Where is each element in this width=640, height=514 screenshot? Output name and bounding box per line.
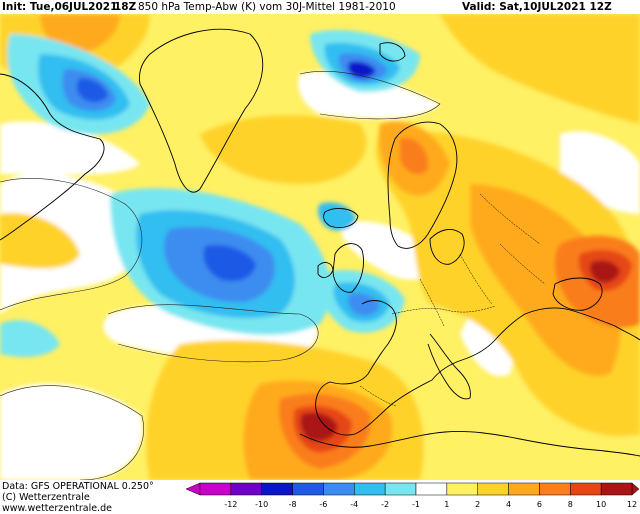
run-time: 18Z [114, 1, 137, 13]
color-legend: -12 -10 -8 -6 -4 -2 -1 1 2 4 6 8 10 12 [185, 482, 640, 509]
neutral-canada-coast [0, 121, 140, 175]
copyright: (C) Wetterzentrale [2, 492, 90, 503]
iceland-coast [323, 208, 359, 228]
anomaly-map [0, 14, 640, 480]
warm-6-8-finland [400, 138, 429, 175]
neutral-southwest [0, 383, 143, 480]
legend-swatch [415, 482, 448, 496]
legend-swatch [600, 482, 633, 496]
data-source: Data: GFS OPERATIONAL 0.250° [2, 481, 154, 492]
isoline-3 [299, 71, 441, 120]
legend-tick-label: 10 [596, 500, 606, 509]
border-3 [459, 253, 493, 305]
legend-swatch [384, 482, 417, 496]
legend-swatch [477, 482, 509, 496]
legend-swatch [292, 482, 324, 496]
cold-1-2-caribbean [0, 320, 60, 357]
map-header: Init: Tue,06JUL2021 18Z 850 hPa Temp-Abw… [0, 0, 640, 14]
cold-6-8-labrador [76, 78, 108, 103]
warm-2-4-east-top [440, 14, 640, 124]
legend-tick-label: -4 [350, 500, 358, 509]
coastlines [0, 28, 640, 457]
legend-tick-label: 1 [444, 500, 449, 509]
legend-swatch [539, 482, 571, 496]
field-title: 850 hPa Temp-Abw (K) vom 30J-Mittel 1981… [138, 1, 396, 13]
legend-tick-label: 6 [537, 500, 542, 509]
legend-tick-label: 12 [627, 500, 637, 509]
isoline-1 [0, 178, 143, 311]
warm-2-4-west-atlantic [0, 213, 80, 269]
cold-8-10-barents [347, 61, 376, 79]
legend-swatch [354, 482, 386, 496]
neutral-greenland-sea [298, 71, 440, 119]
legend-tick-label: -10 [255, 500, 268, 509]
canada-coast [0, 73, 105, 241]
init-time: Init: Tue,06JUL2021 [2, 1, 118, 13]
isoline-2 [107, 304, 319, 363]
baltic-coast [429, 228, 465, 265]
legend-tick-label: 8 [568, 500, 573, 509]
legend-swatch [323, 482, 355, 496]
legend-tick-label: -2 [381, 500, 389, 509]
border-6 [479, 193, 541, 245]
legend-arrow-high [631, 482, 640, 496]
legend-swatch [261, 482, 293, 496]
cold-4-6-biscay [347, 293, 380, 316]
legend-tick-label: -6 [319, 500, 327, 509]
svalbard-coast [379, 42, 406, 62]
border-5 [359, 385, 397, 407]
british-isles-coast [332, 243, 364, 293]
legend-tick-label: -8 [289, 500, 297, 509]
borders [359, 193, 546, 407]
border-2 [419, 278, 445, 327]
italy-coast [427, 333, 471, 400]
neutral-north-sea [340, 221, 440, 280]
warm-10-12-black-sea [589, 260, 620, 283]
legend-tick-label: 2 [475, 500, 480, 509]
warm-2-4-north [200, 115, 367, 184]
europe-coast [315, 300, 640, 436]
black-sea-coast [552, 277, 603, 311]
site-url: www.wetterzentrale.de [2, 503, 112, 514]
neutral-northeast [560, 131, 640, 214]
legend-swatch [230, 482, 262, 496]
valid-time: Valid: Sat,10JUL2021 12Z [462, 1, 612, 13]
border-1 [391, 305, 496, 315]
border-4 [499, 243, 546, 285]
legend-tick-label: -1 [412, 500, 420, 509]
ireland-coast [317, 262, 334, 278]
legend-arrow-low [185, 482, 201, 496]
north-africa-coast [299, 431, 640, 457]
legend-swatch [199, 482, 232, 496]
scandinavia-coast [387, 121, 458, 249]
greenland-coast [139, 28, 264, 193]
legend-tick-label: 4 [506, 500, 511, 509]
warm-4-6-east-europe [470, 184, 621, 376]
legend-tick-label: -12 [224, 500, 237, 509]
warm-10-12-iberia [300, 412, 338, 442]
cold-6-8-atlantic [203, 244, 256, 282]
legend-swatch [570, 482, 602, 496]
legend-swatch [446, 482, 478, 496]
legend-swatch [508, 482, 540, 496]
